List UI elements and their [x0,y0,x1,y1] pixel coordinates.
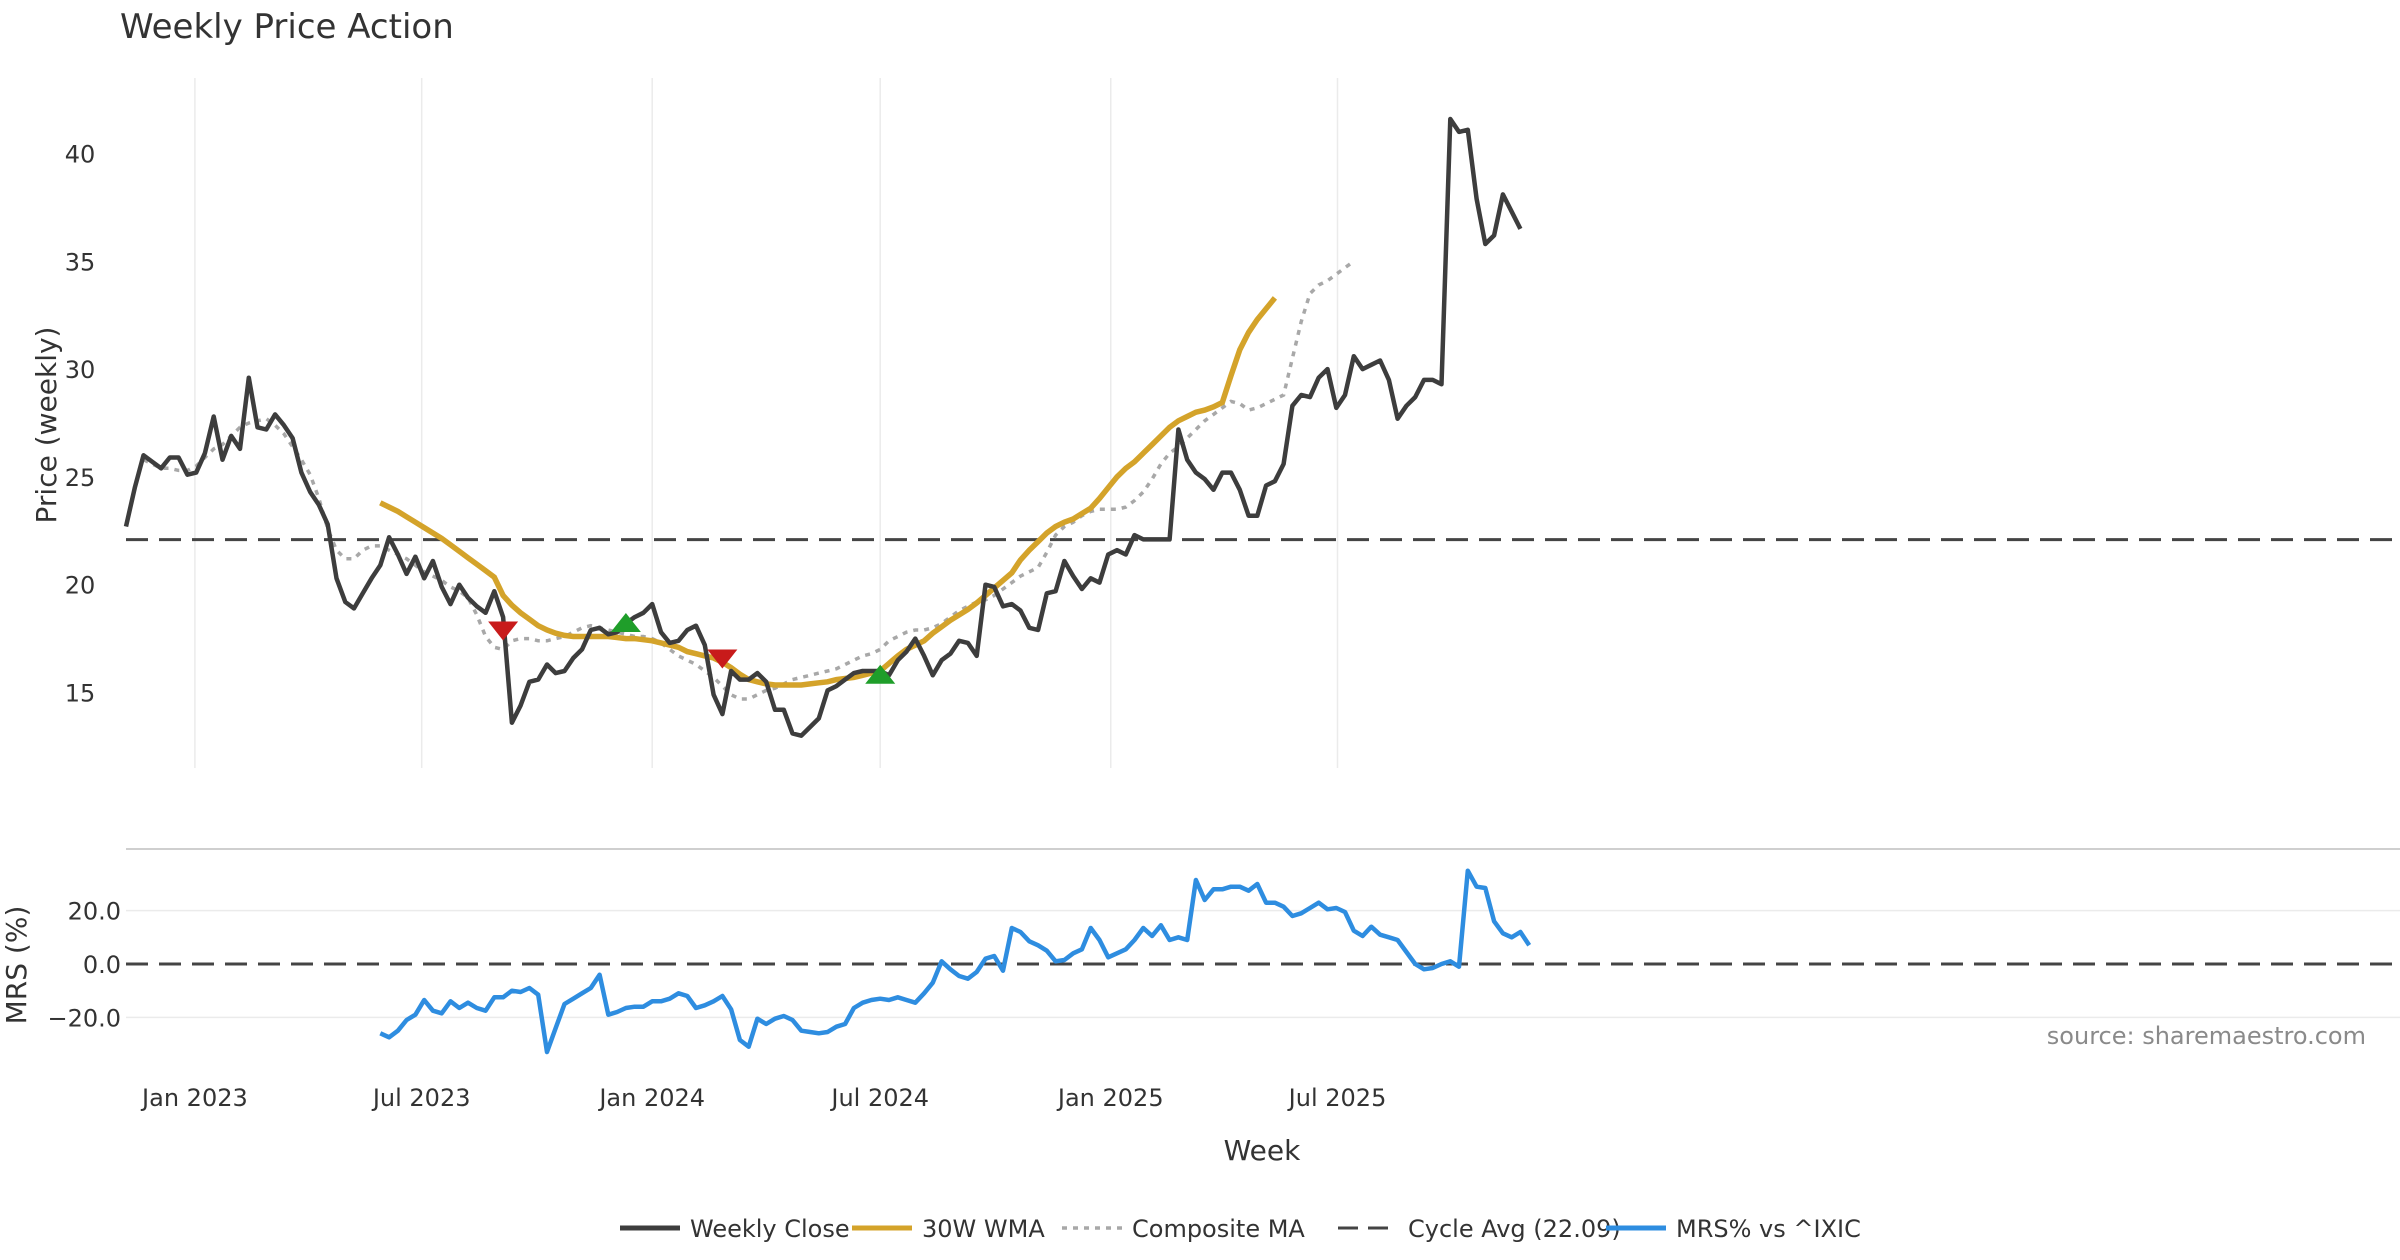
legend-label-cycle: Cycle Avg (22.09) [1408,1215,1621,1243]
legend-label-close: Weekly Close [690,1215,850,1243]
x-tick-label: Jan 2025 [1056,1084,1164,1112]
sell-signal-marker [707,649,738,669]
x-tick-label: Jul 2025 [1287,1084,1387,1112]
buy-signal-marker [610,613,641,633]
x-axis-label: Week [1224,1134,1301,1167]
price-y-axis-label: Price (weekly) [30,327,63,524]
mrs-y-tick-label: −20.0 [47,1004,121,1032]
x-ticks: Jan 2023 Jul 2023 Jan 2024 Jul 2024 Jan 2025… [140,1084,1386,1112]
price-y-tick-label: 25 [65,464,96,492]
price-y-ticks: 15 20 25 30 35 40 [65,140,96,707]
price-y-tick-label: 35 [65,248,96,276]
price-grid [194,78,1339,768]
mrs-line [379,868,1532,1055]
x-tick-label: Jul 2023 [371,1084,471,1112]
signals-group [488,613,896,684]
mrs-series-group [379,868,1532,1055]
mrs-grid [126,909,2400,1019]
price-y-tick-label: 20 [65,572,96,600]
mrs-y-axis-label: MRS (%) [0,906,33,1025]
wma-30w-line [379,296,1278,688]
price-y-tick-label: 40 [65,140,96,168]
weekly-close-line [123,116,1523,738]
legend: Weekly Close 30W WMA Composite MA Cycle Avg… [620,1215,1861,1243]
x-tick-label: Jan 2024 [597,1084,705,1112]
cycle-avg-line-group [126,538,2400,966]
legend-label-wma: 30W WMA [922,1215,1045,1243]
x-tick-label: Jul 2024 [829,1084,929,1112]
price-y-tick-label: 15 [65,680,96,708]
chart-title: Weekly Price Action [120,7,454,47]
mrs-y-tick-label: 20.0 [68,898,121,926]
sell-signal-marker [488,621,519,641]
mrs-y-ticks: −20.0 0.0 20.0 [47,898,121,1033]
series-group [123,116,1523,738]
source-label: source: sharemaestro.com [2047,1022,2366,1050]
legend-label-composite: Composite MA [1132,1215,1305,1243]
price-y-tick-label: 30 [65,356,96,384]
x-tick-label: Jan 2023 [140,1084,248,1112]
mrs-y-tick-label: 0.0 [83,951,121,979]
legend-label-mrs: MRS% vs ^IXIC [1676,1215,1861,1243]
buy-signal-marker [865,664,896,684]
